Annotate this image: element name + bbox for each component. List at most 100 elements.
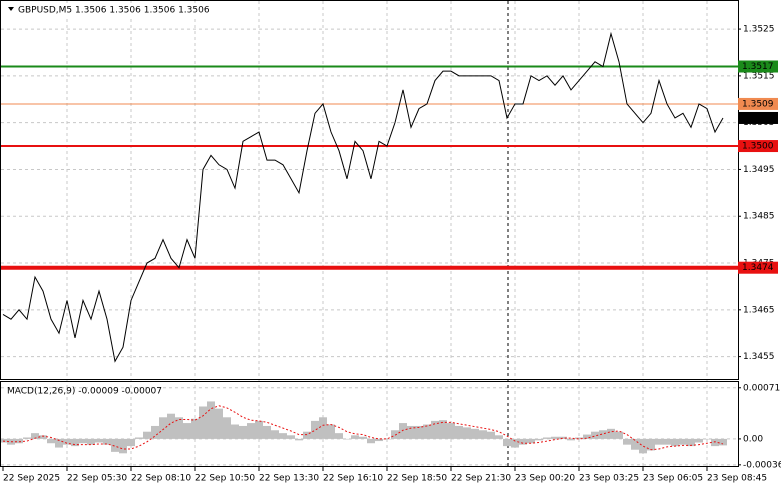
macd-bar: [255, 420, 263, 439]
macd-bar: [631, 438, 639, 450]
macd-bar: [711, 438, 719, 447]
macd-bar: [175, 417, 183, 439]
macd-bar: [23, 437, 31, 439]
macd-bar: [143, 431, 151, 439]
macd-bar: [311, 420, 319, 439]
x-tick-label: 23 Sep 03:25: [579, 474, 639, 484]
price-line: [2, 31, 724, 363]
macd-bar: [447, 423, 455, 439]
x-tick-label: 22 Sep 18:50: [387, 474, 447, 484]
x-tick-label: 23 Sep 08:45: [707, 474, 767, 484]
macd-bar: [119, 438, 127, 454]
price-panel-frame: [0, 0, 739, 380]
x-tick-label: 22 Sep 10:50: [195, 474, 255, 484]
x-tick-label: 22 Sep 21:30: [451, 474, 511, 484]
macd-bar: [415, 425, 423, 439]
macd-bar: [519, 438, 527, 445]
macd-bar: [63, 438, 71, 445]
macd-bar: [151, 425, 159, 439]
macd-bar: [47, 438, 55, 444]
last-price-tag: [738, 111, 778, 124]
price-level-tag: [738, 140, 778, 153]
price-level-label: 1.3517: [742, 62, 774, 72]
last-price-label: 1.3506: [742, 113, 774, 123]
x-tick-label: 22 Sep 05:30: [67, 474, 127, 484]
macd-bar: [335, 433, 343, 439]
macd-bar: [551, 436, 559, 439]
x-tick-label: 22 Sep 08:10: [131, 474, 191, 484]
macd-bar: [423, 424, 431, 439]
price-level-tag: [738, 261, 778, 274]
macd-bar: [407, 425, 415, 439]
y-tick-label: 1.3485: [743, 212, 775, 222]
macd-bar: [303, 431, 311, 439]
macd-bar: [487, 431, 495, 439]
macd-bar: [615, 431, 623, 439]
macd-bar: [471, 428, 479, 439]
macd-bar: [31, 433, 39, 439]
x-tick-label: 22 Sep 16:10: [323, 474, 383, 484]
label-layer: 1.35251.35151.35051.34951.34851.34751.34…: [2, 25, 781, 484]
macd-bar: [223, 417, 231, 439]
macd-bar: [279, 433, 287, 439]
price-level-tag: [738, 97, 778, 110]
macd-bar: [15, 438, 23, 444]
x-tick-label: 23 Sep 06:05: [643, 474, 703, 484]
macd-bar: [167, 413, 175, 439]
macd-bar: [511, 438, 519, 448]
macd-bar: [383, 438, 391, 440]
macd-bar: [87, 438, 95, 445]
macd-bar: [559, 436, 567, 439]
macd-bar: [567, 438, 575, 441]
macd-bar: [671, 438, 679, 447]
macd-bar: [455, 425, 463, 439]
macd-bar: [127, 438, 135, 447]
macd-bar: [543, 437, 551, 439]
y-tick-label: 0.00071: [743, 383, 780, 393]
macd-bar: [495, 435, 503, 439]
y-tick-label: 1.3465: [743, 305, 775, 315]
macd-bar: [295, 438, 303, 441]
macd-bar: [695, 438, 703, 443]
macd-bar: [247, 423, 255, 439]
y-tick-label: 1.3515: [743, 71, 775, 81]
macd-bar: [343, 438, 351, 440]
chart-title: GBPUSD,M5 1.3506 1.3506 1.3506 1.3506: [18, 6, 210, 16]
macd-bar: [719, 438, 727, 446]
x-tick-label: 22 Sep 13:30: [259, 474, 319, 484]
macd-bar: [703, 438, 711, 440]
macd-title: MACD(12,26,9) -0.00009 -0.00007: [7, 387, 162, 397]
macd-bar: [79, 438, 87, 444]
macd-panel-frame: [0, 381, 739, 467]
y-tick-label: 1.3495: [743, 165, 775, 175]
macd-bar: [583, 434, 591, 439]
macd-bar: [639, 438, 647, 454]
macd-bar: [375, 438, 383, 442]
macd-bar: [71, 438, 79, 447]
macd-bar: [207, 401, 215, 439]
macd-bar: [271, 430, 279, 439]
macd-bar: [687, 438, 695, 447]
macd-bar: [215, 408, 223, 439]
macd-bar: [231, 424, 239, 439]
macd-bar: [111, 438, 119, 452]
macd-bar: [351, 435, 359, 439]
price-level-label: 1.3509: [742, 99, 774, 109]
macd-bar: [463, 427, 471, 439]
macd-bar: [623, 438, 631, 445]
macd-bar: [95, 438, 103, 443]
y-tick-label: -0.00036: [743, 460, 781, 470]
macd-bar: [55, 438, 63, 448]
title-bg: [5, 3, 205, 17]
macd-bar: [391, 430, 399, 439]
x-tick-label: 22 Sep 2025: [3, 474, 60, 484]
macd-bar: [663, 438, 671, 445]
macd-bar: [527, 438, 535, 444]
macd-bar: [367, 438, 375, 444]
macd-bar: [191, 418, 199, 439]
price-level-label: 1.3500: [742, 142, 774, 152]
y-tick-label: 1.3525: [743, 25, 775, 35]
price-level-label: 1.3474: [742, 263, 774, 273]
macd-bar: [399, 423, 407, 439]
